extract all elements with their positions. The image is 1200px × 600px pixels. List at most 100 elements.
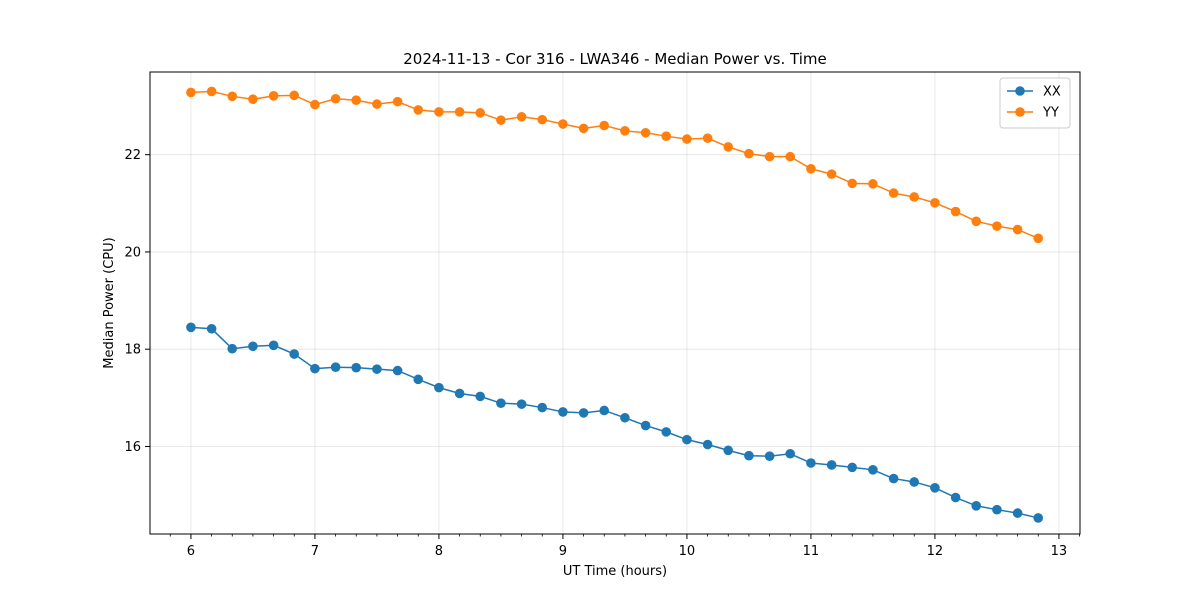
data-point-xx (1012, 508, 1023, 518)
data-point-xx (537, 402, 548, 413)
data-point-yy (930, 198, 940, 208)
data-point-yy (682, 134, 692, 144)
data-point-yy (764, 151, 775, 162)
data-point-xx (909, 477, 920, 487)
data-point-yy (227, 91, 238, 102)
data-point-xx (806, 458, 816, 468)
data-point-xx (475, 391, 486, 402)
data-point-yy (186, 87, 196, 98)
data-point-yy (330, 93, 341, 104)
data-point-xx (682, 434, 692, 445)
data-point-yy (289, 90, 300, 101)
data-point-xx (516, 399, 527, 409)
data-point-yy (496, 115, 506, 125)
data-point-yy (372, 99, 382, 109)
data-point-xx (992, 504, 1002, 515)
data-point-yy (620, 126, 630, 136)
legend-marker (1015, 86, 1025, 96)
data-point-xx (640, 420, 651, 431)
data-point-yy (475, 108, 486, 118)
y-tick-label: 20 (124, 245, 141, 260)
x-tick-label: 7 (311, 544, 319, 559)
data-point-yy (558, 119, 568, 129)
data-point-yy (661, 131, 672, 141)
series-yy (186, 86, 1044, 244)
data-point-xx (950, 492, 961, 503)
data-point-xx (1033, 513, 1044, 523)
data-point-yy (723, 142, 734, 152)
data-point-xx (413, 374, 424, 385)
ticks: 6 7 8 9 10 11 12 13 16 18 20 22 (124, 148, 1080, 559)
grid (150, 72, 1080, 534)
data-point-yy (310, 99, 320, 110)
data-point-yy (806, 163, 816, 174)
data-point-yy (826, 169, 837, 179)
data-point-yy (950, 206, 961, 217)
legend: XX YY (999, 77, 1071, 129)
data-point-yy (1012, 224, 1023, 235)
data-point-xx (702, 439, 713, 450)
data-point-yy (392, 96, 403, 107)
data-point-xx (826, 460, 837, 470)
data-point-xx (289, 349, 300, 359)
data-point-xx (186, 322, 196, 333)
data-point-xx (661, 427, 672, 437)
data-point-yy (537, 114, 548, 125)
series-line-yy (190, 90, 1039, 240)
x-tick-label: 8 (435, 544, 443, 559)
data-point-yy (640, 127, 651, 138)
plot-frame (149, 71, 1081, 535)
data-point-xx (847, 462, 858, 473)
data-point-yy (351, 95, 362, 106)
data-point-yy (206, 86, 217, 97)
data-point-xx (785, 448, 796, 459)
data-point-yy (992, 221, 1002, 231)
y-axis-label: Median Power (CPU) (102, 237, 117, 368)
data-point-xx (620, 412, 630, 423)
x-tick-label: 12 (927, 544, 944, 559)
legend-marker (1015, 107, 1025, 117)
data-point-xx (351, 362, 362, 373)
data-point-yy (454, 107, 465, 117)
data-point-xx (558, 407, 568, 417)
data-point-xx (764, 451, 775, 461)
legend-label: YY (1042, 106, 1059, 121)
data-point-yy (413, 105, 424, 115)
data-point-xx (268, 340, 279, 351)
data-point-yy (434, 107, 444, 117)
y-tick-label: 16 (124, 440, 141, 455)
data-point-yy (248, 94, 258, 105)
data-point-xx (888, 473, 899, 484)
data-point-yy (516, 111, 527, 122)
x-tick-label: 6 (187, 544, 195, 559)
data-point-xx (434, 382, 444, 393)
legend-item-yy: YY (1007, 106, 1059, 121)
x-tick-label: 11 (803, 544, 820, 559)
data-point-yy (268, 91, 279, 101)
x-tick-label: 10 (679, 544, 696, 559)
y-tick-label: 22 (124, 148, 141, 163)
chart-title: 2024-11-13 - Cor 316 - LWA346 - Median P… (403, 50, 827, 68)
legend-label: XX (1043, 85, 1061, 100)
data-point-xx (310, 363, 320, 374)
data-point-xx (971, 500, 982, 511)
data-point-yy (909, 192, 920, 202)
data-point-yy (1033, 233, 1044, 244)
data-point-xx (496, 398, 506, 408)
data-point-xx (578, 408, 589, 418)
data-point-xx (206, 323, 217, 334)
data-point-xx (744, 450, 754, 461)
data-point-xx (454, 388, 465, 399)
data-point-yy (599, 120, 610, 131)
data-point-yy (868, 179, 878, 189)
series-line-xx (190, 326, 1039, 519)
series-xx (186, 322, 1044, 523)
data-point-xx (599, 405, 610, 416)
data-point-yy (971, 216, 982, 227)
series-layer (186, 86, 1044, 523)
data-point-xx (930, 483, 940, 493)
data-point-yy (578, 123, 589, 134)
data-point-xx (372, 364, 382, 374)
